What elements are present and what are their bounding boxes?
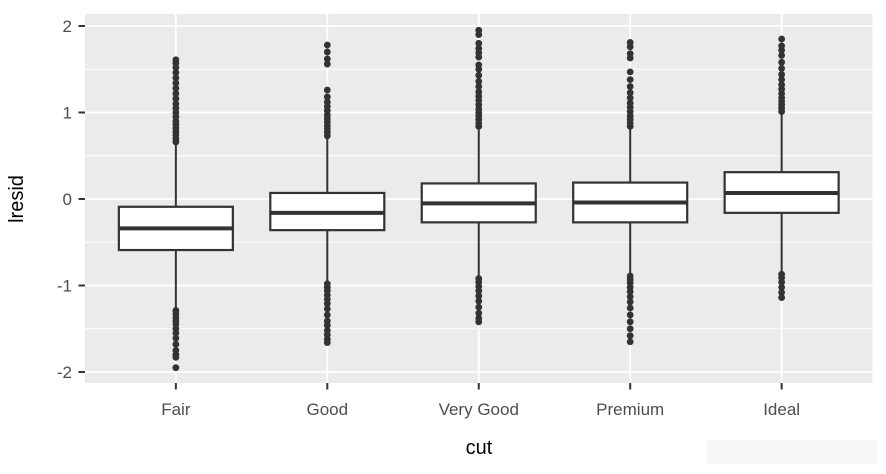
outlier-dot: [475, 39, 483, 47]
outlier-dot: [172, 364, 180, 372]
outlier-dot: [778, 278, 786, 286]
outlier-dot: [626, 304, 634, 312]
outlier-dot: [475, 292, 483, 300]
outlier-dot: [626, 68, 634, 76]
x-axis-category-label: Very Good: [439, 400, 519, 419]
outlier-dot: [778, 289, 786, 296]
outlier-dot: [626, 311, 634, 319]
outlier-dot: [626, 325, 634, 333]
x-axis-category-label: Ideal: [763, 400, 800, 419]
x-axis-category-label: Fair: [161, 400, 191, 419]
outlier-dot: [778, 71, 786, 78]
outlier-dot: [626, 332, 634, 340]
outlier-dot: [172, 74, 180, 82]
outlier-dot: [626, 50, 634, 58]
outlier-dot: [626, 76, 634, 84]
outlier-dot: [172, 329, 180, 337]
outlier-dot: [626, 298, 634, 306]
outlier-dot: [323, 41, 331, 49]
outlier-dot: [778, 81, 786, 89]
outlier-dot: [626, 89, 634, 97]
outlier-dot: [172, 95, 180, 103]
outlier-dot: [626, 318, 634, 326]
outlier-dot: [323, 55, 331, 63]
outlier-dot: [475, 26, 483, 34]
outlier-dot: [172, 340, 180, 348]
outlier-dot: [323, 93, 331, 101]
outlier-dot: [323, 60, 331, 68]
outlier-dot: [778, 283, 786, 291]
outlier-dot: [323, 86, 331, 94]
outlier-dot: [475, 318, 483, 326]
outlier-dot: [475, 88, 483, 96]
x-axis-category-label: Premium: [596, 400, 664, 419]
outlier-dot: [626, 288, 634, 295]
x-axis-title: cut: [465, 437, 493, 459]
outlier-dot: [626, 83, 634, 90]
outlier-dot: [475, 297, 483, 305]
outlier-dot: [172, 69, 180, 77]
outlier-dot: [323, 98, 331, 106]
outlier-dot: [778, 42, 786, 50]
outlier-dot: [778, 35, 786, 43]
outlier-dot: [475, 303, 483, 311]
outlier-dot: [778, 294, 786, 302]
outlier-dot: [778, 76, 786, 84]
y-axis-tick-label: 1: [63, 103, 72, 122]
outlier-dot: [778, 58, 786, 66]
outlier-dot: [626, 99, 634, 107]
outlier-dot: [323, 311, 331, 319]
outlier-dot: [626, 39, 634, 46]
outlier-dot: [626, 94, 634, 102]
x-axis-category-label: Good: [307, 400, 349, 419]
outlier-dot: [323, 305, 331, 313]
outlier-dot: [475, 287, 483, 295]
outlier-dot: [778, 64, 786, 72]
y-axis-tick-label: 2: [63, 17, 72, 36]
outlier-dot: [172, 353, 180, 361]
outlier-dot: [323, 48, 331, 56]
outlier-dot: [172, 90, 180, 97]
y-axis-title: lresid: [6, 175, 28, 223]
outlier-dot: [475, 61, 483, 69]
outlier-dot: [475, 309, 483, 317]
outlier-dot: [475, 71, 483, 79]
outlier-dot: [475, 77, 483, 85]
outlier-dot: [475, 45, 483, 52]
outlier-dot: [626, 293, 634, 301]
y-axis-tick-label: 0: [63, 190, 72, 209]
outlier-dot: [323, 339, 331, 346]
outlier-dot: [626, 338, 634, 346]
watermark-rect: [707, 440, 877, 464]
outlier-dot: [172, 100, 180, 108]
outlier-dot: [475, 83, 483, 90]
y-axis-tick-label: -1: [57, 276, 72, 295]
y-axis-tick-label: -2: [57, 363, 72, 382]
outlier-dot: [172, 79, 180, 87]
outlier-dot: [172, 334, 180, 342]
outlier-dot: [323, 321, 331, 329]
outlier-dot: [323, 300, 331, 308]
outlier-dot: [778, 52, 786, 59]
outlier-dot: [172, 56, 180, 64]
outlier-dot: [172, 84, 180, 92]
